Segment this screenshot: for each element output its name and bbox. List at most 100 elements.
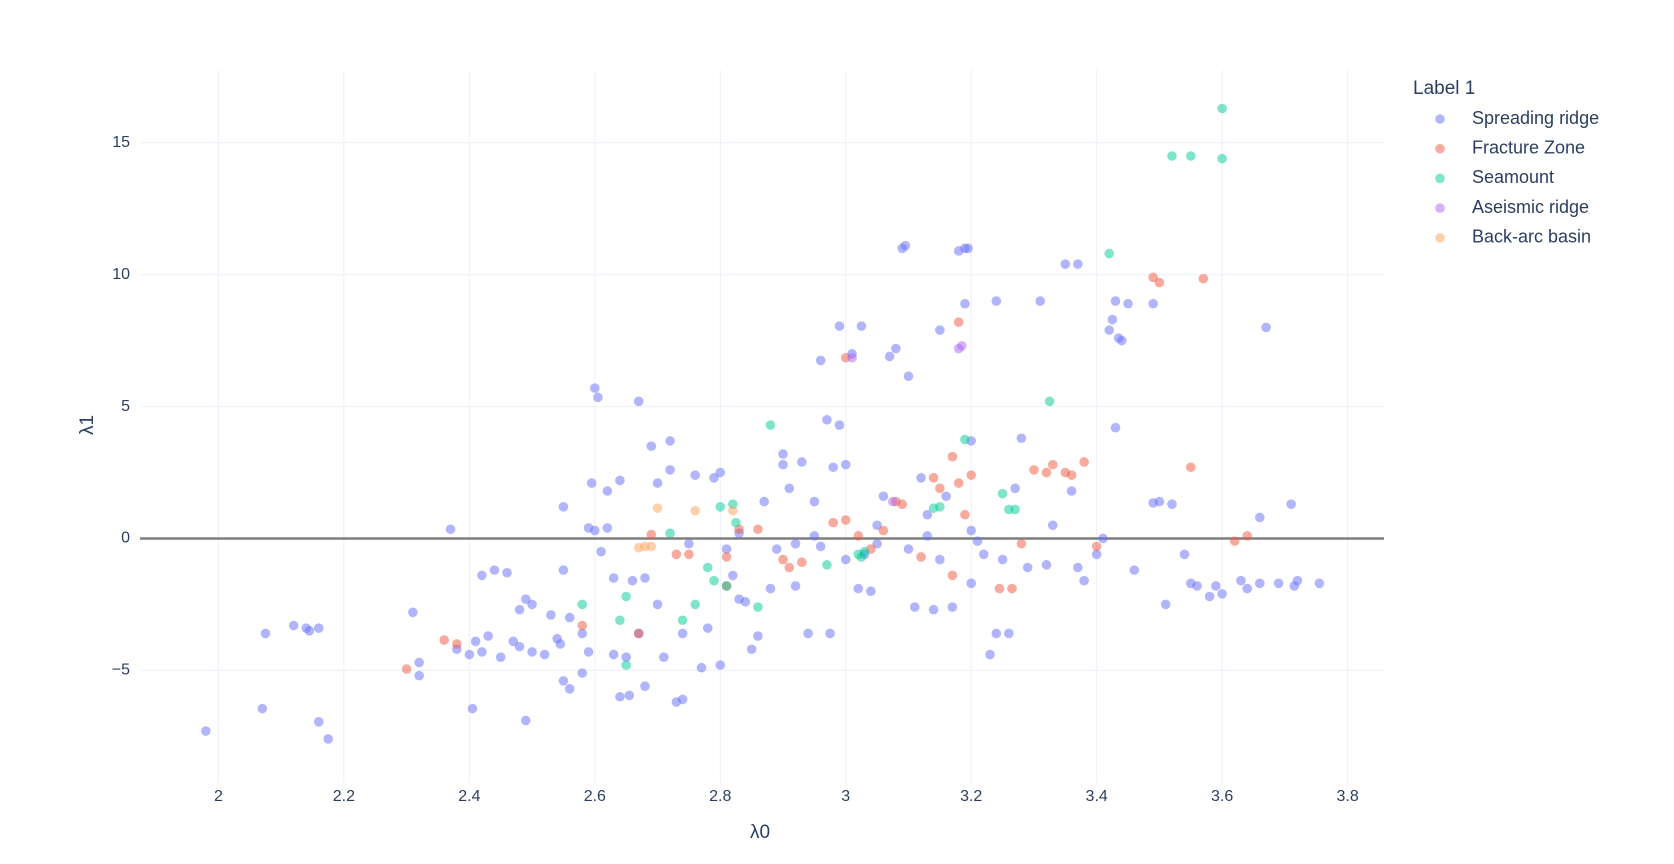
scatter-point [408, 607, 418, 618]
scatter-point [696, 662, 707, 673]
scatter-point [1029, 465, 1039, 475]
legend-marker[interactable] [1435, 143, 1445, 154]
scatter-point [809, 531, 820, 541]
legend-marker[interactable] [1435, 203, 1445, 213]
scatter-point [790, 581, 801, 591]
scatter-point [288, 620, 299, 631]
scatter-point [1047, 459, 1058, 470]
x-tick-label: 3.4 [1086, 788, 1108, 805]
scatter-point [922, 509, 933, 520]
scatter-point [477, 647, 487, 657]
scatter-point [684, 538, 694, 549]
scatter-point [677, 615, 688, 626]
scatter-point [555, 639, 566, 649]
scatter-point [822, 560, 832, 570]
scatter-point [586, 478, 597, 488]
scatter-point [1047, 520, 1058, 531]
scatter-point [878, 491, 889, 502]
scatter-point [709, 575, 719, 586]
scatter-point [1104, 248, 1115, 259]
scatter-point [765, 420, 776, 430]
scatter-point [828, 462, 839, 473]
scatter-point [1154, 277, 1165, 288]
legend-marker[interactable] [1435, 114, 1445, 124]
scatter-point [1154, 496, 1165, 507]
scatter-point [690, 505, 700, 516]
scatter-point [690, 599, 700, 610]
scatter-point [825, 628, 835, 639]
scatter-point [602, 486, 613, 496]
scatter-point [1091, 549, 1102, 560]
y-axis-title: λ1 [77, 415, 98, 435]
scatter-point [495, 652, 506, 662]
scatter-point [1292, 575, 1303, 586]
scatter-point [665, 436, 675, 446]
scatter-point [439, 635, 450, 645]
scatter-point [721, 552, 732, 562]
legend-label[interactable]: Back-arc basin [1472, 227, 1591, 247]
scatter-point [414, 670, 424, 681]
scatter-point [1104, 325, 1115, 335]
x-tick-label: 2 [214, 788, 223, 805]
scatter-point [646, 441, 657, 451]
x-axis-title: λ0 [750, 822, 770, 843]
scatter-point [577, 620, 588, 631]
scatter-point [790, 538, 801, 549]
scatter-point [935, 325, 945, 335]
scatter-point [514, 604, 525, 615]
scatter-point [1016, 538, 1027, 549]
scatter-point [847, 352, 857, 363]
legend-label[interactable]: Spreading ridge [1472, 108, 1599, 128]
scatter-point [1211, 581, 1221, 591]
scatter-point [1314, 578, 1325, 589]
scatter-point [953, 317, 964, 327]
legend-label[interactable]: Fracture Zone [1472, 137, 1585, 157]
scatter-point [753, 631, 763, 641]
scatter-point [608, 649, 619, 660]
scatter-point [960, 298, 970, 309]
scatter-point [834, 321, 845, 331]
scatter-point [590, 383, 600, 393]
scatter-point [615, 615, 625, 626]
y-tick-label: 5 [121, 398, 130, 415]
scatter-point [558, 502, 569, 512]
scatter-point [577, 599, 588, 610]
scatter-point [872, 520, 882, 531]
scatter-point [1229, 536, 1240, 546]
scatter-point [521, 594, 531, 604]
scatter-point [709, 473, 719, 483]
scatter-point [1167, 499, 1177, 509]
scatter-point [323, 734, 333, 744]
scatter-point [778, 459, 788, 470]
legend-marker[interactable] [1435, 173, 1445, 184]
scatter-point [822, 414, 832, 425]
scatter-point [966, 525, 977, 536]
scatter-point [477, 570, 487, 581]
scatter-point [978, 549, 989, 560]
scatter-point [960, 434, 970, 445]
scatter-point [1022, 562, 1033, 573]
scatter-point [577, 628, 588, 639]
legend-label[interactable]: Aseismic ridge [1472, 197, 1589, 217]
scatter-point [1044, 396, 1055, 407]
scatter-point [558, 565, 569, 575]
scatter-point [803, 628, 813, 639]
scatter-point [815, 541, 826, 552]
scatter-point [615, 475, 625, 486]
scatter-point [765, 583, 776, 594]
scatter-point [778, 554, 788, 565]
scatter-point [1160, 599, 1171, 610]
scatter-point [1073, 562, 1083, 573]
scatter-point [947, 570, 958, 581]
legend-marker[interactable] [1435, 233, 1445, 243]
scatter-point [966, 578, 977, 589]
scatter-point [527, 599, 537, 610]
scatter-point [615, 691, 625, 702]
scatter-point [897, 499, 908, 509]
scatter-point [728, 570, 738, 581]
scatter-point [313, 717, 324, 727]
legend-label[interactable]: Seamount [1472, 167, 1554, 187]
scatter-point [828, 517, 839, 528]
x-tick-label: 2.2 [333, 788, 355, 805]
scatter-point [947, 602, 958, 612]
